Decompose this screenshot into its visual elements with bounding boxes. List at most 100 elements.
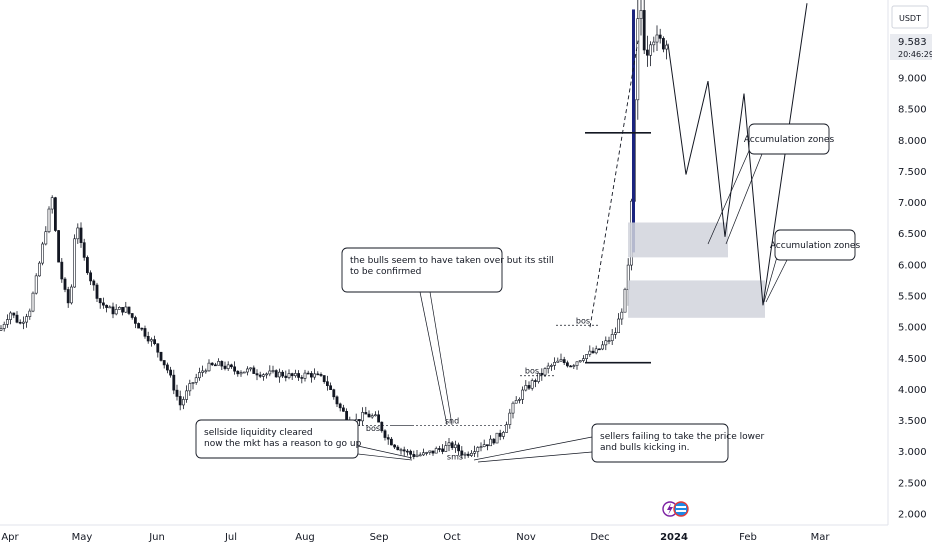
candle-body [661,38,665,50]
time-ticks: Apr May Jun Jul Aug Sep Oct Nov Dec 2024 Feb Mar [1,532,830,543]
candle-body [370,415,374,418]
price-axis-bg [888,0,932,525]
impulse-candle [632,9,635,253]
callout-text: the bulls seem to have taken over but it… [350,256,554,266]
candle-body [53,197,57,231]
candle-body [537,372,541,382]
candle-body [345,411,349,421]
time-tick-label: 2024 [660,532,688,543]
candle-body [601,344,605,350]
candle-body [252,367,256,374]
candle-body [12,312,16,316]
candle-body [383,430,387,438]
candle-body [178,396,182,406]
candle-body [665,44,669,50]
candle-body [210,362,214,366]
candle-body [367,413,371,418]
candle-body [185,390,189,400]
candle-body [50,197,54,210]
candle-body [607,340,611,342]
structure-marker: sms [447,453,463,462]
candle-body [485,444,489,447]
candle-body [393,444,397,448]
candle-body [258,374,262,377]
candle-body [290,373,294,377]
candle-body [246,368,249,373]
candle-body [194,377,198,383]
candle-body [421,452,425,456]
callout-text: Accumulation zones [744,135,835,145]
callout-pointer [707,143,753,245]
candle-body [505,424,509,433]
candle-body [521,389,525,400]
candle-body [319,374,323,376]
candle-body [549,365,553,367]
candle-body [300,377,304,379]
candle-body [169,369,173,376]
candle-body [249,367,253,370]
candle-body [198,372,201,379]
time-tick-label: Mar [811,532,831,543]
candle-body [239,372,243,375]
candle-body [415,454,419,457]
annotation-callout: sellers failing to take the price lowera… [473,423,765,463]
callout-box [341,247,503,293]
time-tick-label: Apr [1,532,19,543]
candle-body [236,370,240,375]
candle-body [649,44,653,56]
candle-body [527,385,531,389]
candle-body [572,365,576,367]
candle-body [261,374,265,377]
candle-body [473,451,477,454]
candle-body [271,370,275,372]
candle-body [658,34,662,39]
candle-body [556,360,560,363]
candle-body [37,262,41,277]
time-tick-label: Jul [224,532,237,543]
candle-body [111,306,115,315]
price-ticks: 9.000 8.500 8.000 7.500 7.000 6.500 6.000 5.500… [898,74,927,521]
candle-body [92,280,96,286]
candle-body [569,365,573,368]
candle-body [182,399,185,406]
price-tick-label: 8.500 [898,105,927,116]
callout-text: now the mkt has a reason to go up [204,439,362,449]
candle-body [409,450,413,455]
candle-body [373,414,377,417]
candle-body [0,328,3,331]
price-tick-label: 5.500 [898,292,927,303]
time-tick-label: Sep [370,532,389,543]
candle-body [281,371,285,377]
candle-body [441,448,445,452]
candle-body [265,373,269,376]
candle-body [597,348,601,351]
candle-body [377,414,381,423]
overlays-layer: bos snd sms bos bos the bulls seem to have ta… [195,3,860,463]
candle-body [623,288,627,313]
candle-body [9,312,13,320]
candle-body [399,449,403,452]
candle-body [508,412,512,425]
candle-body [620,311,624,320]
candle-body [412,454,416,457]
candle-body [322,375,326,382]
countdown-label: 20:46:29 [898,50,932,59]
candle-body [617,318,621,334]
candle-body [466,453,470,456]
annotation-callout: Accumulation zones [707,123,835,245]
currency-box[interactable] [891,5,929,29]
time-tick-label: Oct [443,532,460,543]
candle-body [41,243,45,264]
candle-body [233,366,237,372]
candle-body [364,412,368,415]
candle-body [565,362,569,367]
candle-body [553,362,557,366]
candle-body [63,278,67,290]
candle-body [594,348,598,354]
candle-body [453,444,457,448]
candle-body [613,332,617,335]
candle-body [2,324,6,329]
candle-body [188,383,192,392]
candle-body [309,373,313,378]
